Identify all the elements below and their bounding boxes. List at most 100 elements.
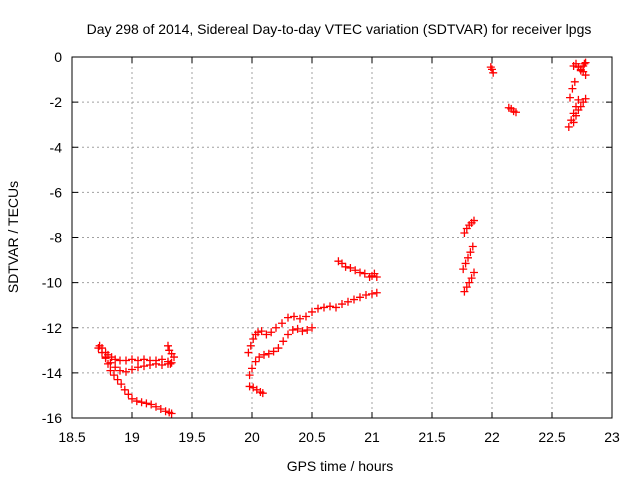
series-arc-5-b: [566, 77, 579, 102]
x-tick-label: 21.5: [418, 429, 445, 445]
data-point: [576, 66, 585, 75]
data-point: [249, 335, 258, 344]
data-point: [460, 228, 469, 237]
data-point: [303, 326, 312, 335]
data-point: [346, 263, 355, 272]
x-tick-label: 19: [124, 429, 140, 445]
data-point: [568, 84, 577, 93]
data-point: [576, 102, 585, 111]
data-point: [117, 380, 126, 389]
data-point: [470, 216, 478, 225]
data-point: [140, 355, 148, 364]
data-point: [569, 118, 578, 127]
data-point: [580, 59, 589, 68]
data-point: [248, 364, 256, 373]
data-point: [566, 93, 574, 102]
data-point: [326, 302, 334, 311]
data-point: [356, 268, 364, 277]
data-point: [572, 111, 580, 120]
series-arc-4-a: [486, 63, 498, 77]
x-tick-label: 19.5: [178, 429, 205, 445]
data-point: [290, 312, 298, 321]
data-point: [106, 366, 115, 375]
series-arc-5-e: [569, 94, 590, 127]
data-point: [362, 291, 370, 300]
data-point: [122, 356, 130, 365]
data-point: [274, 344, 283, 353]
data-point: [142, 399, 151, 408]
data-point: [260, 350, 268, 359]
data-point: [278, 319, 286, 328]
data-point: [170, 353, 178, 362]
data-point: [94, 344, 103, 353]
series-arc-1-lower: [94, 344, 176, 418]
data-point: [152, 359, 160, 368]
data-point: [351, 266, 360, 275]
data-point: [293, 324, 302, 333]
x-tick-label: 20.5: [298, 429, 325, 445]
data-point: [167, 358, 176, 367]
axis-ticks: 18.5 19 19.5 20 20.5 21 21.5 22 22.5 23 0 -2 -4 -6 -8 -…: [42, 49, 620, 445]
data-point: [134, 356, 142, 365]
data-point: [338, 300, 346, 309]
data-point: [167, 409, 176, 418]
series-arc-2-upper: [244, 288, 381, 357]
data-point: [156, 404, 165, 413]
data-point: [302, 312, 310, 321]
data-point: [98, 348, 106, 357]
series-arc-1-tail: [164, 341, 178, 362]
data-point: [158, 360, 166, 369]
data-point: [128, 394, 136, 403]
data-point: [581, 71, 590, 80]
series-arc-3-b: [459, 242, 477, 274]
x-tick-label: 22.5: [538, 429, 565, 445]
y-tick-label: 0: [54, 49, 62, 65]
x-tick-label: 21: [364, 429, 380, 445]
data-point: [489, 68, 498, 77]
y-tick-label: -12: [42, 320, 62, 336]
x-tick-label: 18.5: [58, 429, 85, 445]
data-point: [128, 355, 136, 364]
data-point: [341, 262, 350, 271]
data-point: [140, 362, 148, 371]
data-point: [113, 375, 122, 384]
data-point: [262, 330, 271, 339]
data-point: [467, 274, 476, 283]
data-point: [245, 382, 254, 391]
series-arc-3-c: [460, 268, 478, 296]
series-arc-2-late: [334, 257, 381, 281]
series-arc-1-middle: [101, 353, 176, 376]
data-point: [296, 314, 304, 323]
data-point: [512, 108, 520, 117]
data-point: [488, 65, 496, 74]
data-point: [459, 265, 468, 274]
data-point: [372, 288, 381, 297]
data-point: [116, 366, 124, 375]
data-points: [94, 58, 590, 418]
data-point: [332, 303, 340, 312]
data-point: [320, 303, 328, 312]
data-point: [146, 360, 154, 369]
data-point: [344, 297, 352, 306]
data-point: [104, 359, 112, 368]
data-point: [468, 242, 477, 251]
data-point: [120, 385, 129, 394]
y-axis-label: SDTVAR / TECUs: [5, 181, 21, 293]
data-point: [152, 402, 160, 411]
data-point: [574, 95, 583, 104]
data-point: [245, 371, 254, 380]
data-point: [147, 400, 156, 409]
data-point: [461, 259, 470, 268]
data-point: [470, 268, 478, 277]
y-tick-label: -4: [50, 139, 63, 155]
data-point: [314, 304, 322, 313]
data-point: [464, 253, 472, 262]
data-point: [460, 287, 469, 296]
data-point: [161, 407, 170, 416]
x-tick-label: 22: [484, 429, 500, 445]
grid: [72, 57, 612, 418]
data-point: [164, 359, 172, 368]
series-arc-5-d: [576, 58, 590, 75]
data-point: [360, 269, 369, 278]
